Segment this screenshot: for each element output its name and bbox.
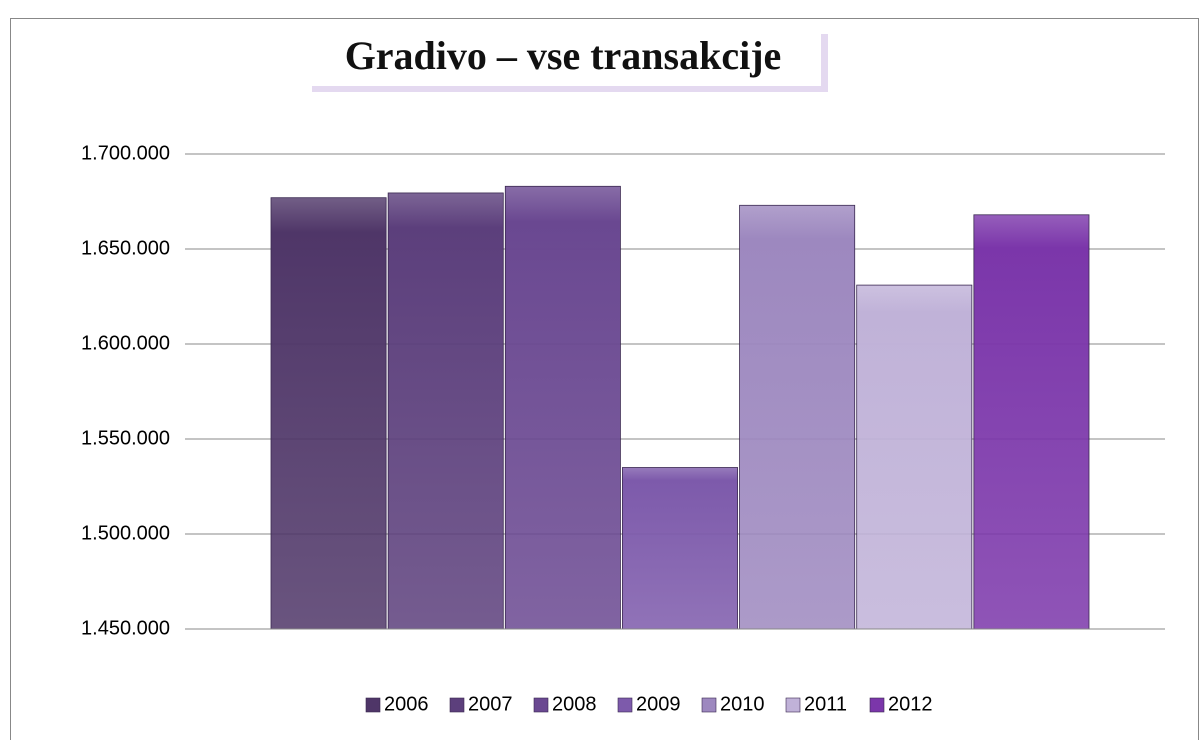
- legend-label: 2006: [384, 693, 429, 715]
- legend-swatch: [617, 697, 633, 713]
- bar: [856, 284, 973, 630]
- legend-label: 2012: [888, 693, 933, 715]
- bar: [622, 467, 738, 630]
- legend-swatch: [533, 697, 549, 713]
- legend-swatch: [869, 697, 885, 713]
- bar: [387, 192, 504, 630]
- y-tick-label: 1.500.000: [81, 522, 170, 544]
- y-tick-label: 1.600.000: [81, 332, 170, 354]
- legend-label: 2007: [468, 693, 513, 715]
- y-tick-label: 1.650.000: [81, 237, 170, 259]
- y-tick-label: 1.450.000: [81, 617, 170, 639]
- legend-label: 2009: [636, 693, 681, 715]
- bar: [270, 197, 387, 630]
- chart-title: Gradivo – vse transakcije: [345, 33, 782, 78]
- legend-swatch: [365, 697, 381, 713]
- legend-label: 2010: [720, 693, 765, 715]
- y-tick-label: 1.700.000: [81, 142, 170, 164]
- legend-swatch: [449, 697, 465, 713]
- legend-label: 2011: [804, 693, 847, 715]
- legend-swatch: [701, 697, 717, 713]
- y-tick-label: 1.550.000: [81, 427, 170, 449]
- legend-label: 2008: [552, 693, 597, 715]
- bar: [973, 214, 1090, 630]
- title-box: [305, 28, 821, 86]
- bar: [504, 185, 621, 630]
- legend-swatch: [785, 697, 801, 713]
- bar: [739, 204, 856, 630]
